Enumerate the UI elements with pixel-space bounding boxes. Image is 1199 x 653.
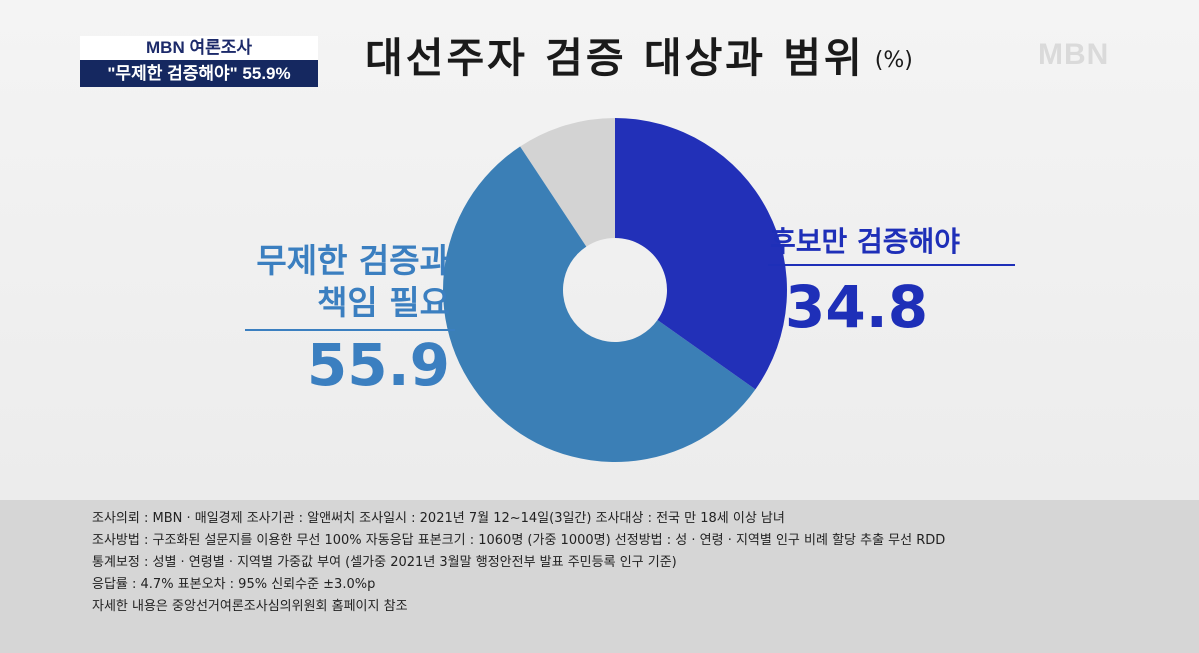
news-tag-headline: "무제한 검증해야" 55.9% — [80, 60, 318, 87]
slice-value-candidate-only: 34.8 — [785, 273, 929, 341]
donut-chart — [245, 118, 1015, 462]
slice-label-unlimited: 무제한 검증과 책임 필요 — [200, 240, 450, 324]
note-line: 조사방법 : 구조화된 설문지를 이용한 무선 100% 자동응답 표본크기 :… — [92, 533, 946, 548]
note-line: 조사의뢰 : MBN · 매일경제 조사기관 : 알앤써치 조사일시 : 202… — [92, 511, 785, 526]
note-line: 자세한 내용은 중앙선거여론조사심의위원회 홈페이지 참조 — [92, 599, 408, 614]
note-line: 통계보정 : 성별 · 연령별 · 지역별 가중값 부여 (셀가중 2021년 … — [92, 555, 677, 570]
news-tag-source: MBN 여론조사 — [80, 36, 318, 60]
slice-unlimited — [442, 146, 756, 462]
chart-title-text: 대선주자 검증 대상과 범위 — [365, 34, 865, 82]
survey-notes: 조사의뢰 : MBN · 매일경제 조사기관 : 알앤써치 조사일시 : 202… — [92, 508, 1172, 618]
chart-title: 대선주자 검증 대상과 범위 (%) — [365, 30, 913, 86]
slice-label-unlimited-line2: 책임 필요 — [317, 283, 450, 322]
slice-other — [520, 118, 615, 247]
mbn-logo: MBN — [1038, 38, 1110, 71]
slice-label-candidate-only: 후보만 검증해야 — [770, 225, 961, 258]
slice-label-unlimited-line1: 무제한 검증과 — [256, 241, 450, 280]
survey-notes-panel — [0, 500, 1199, 653]
slice-candidate-only — [615, 118, 787, 390]
news-tag: MBN 여론조사 "무제한 검증해야" 55.9% — [80, 36, 318, 87]
note-line: 응답률 : 4.7% 표본오차 : 95% 신뢰수준 ±3.0%p — [92, 577, 376, 592]
slice-value-unlimited: 55.9 — [306, 331, 450, 399]
chart-unit: (%) — [874, 48, 913, 73]
